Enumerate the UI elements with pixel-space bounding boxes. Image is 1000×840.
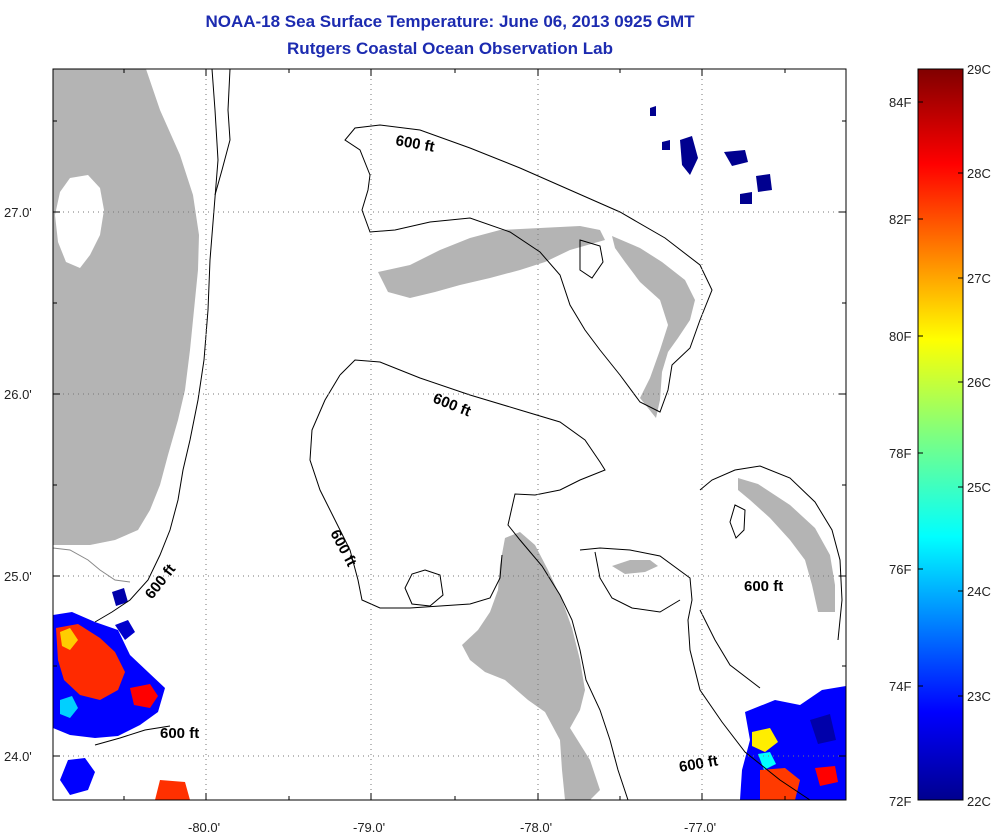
colorbar-f-72: 72F	[889, 794, 911, 809]
lon-label-79: -79.0'	[353, 820, 385, 835]
colorbar-c-26: 26C	[967, 375, 991, 390]
lon-label-78: -78.0'	[520, 820, 552, 835]
colorbar: 29C 28C 27C 26C 25C 24C 23C 22C 84F 82F …	[889, 62, 991, 809]
eleuthera-island	[738, 478, 835, 612]
colorbar-c-23: 23C	[967, 689, 991, 704]
colorbar-f-78: 78F	[889, 446, 911, 461]
sst-data-southeast	[740, 686, 846, 800]
map-title: NOAA-18 Sea Surface Temperature: June 06…	[205, 12, 695, 31]
map-gridlines	[53, 69, 846, 800]
colorbar-c-25: 25C	[967, 480, 991, 495]
colorbar-c-28: 28C	[967, 166, 991, 181]
sst-data-northeast	[650, 106, 772, 204]
map-ticks	[53, 69, 846, 800]
colorbar-c-22: 22C	[967, 794, 991, 809]
sst-data-southwest	[53, 588, 190, 800]
isobath-contours	[94, 69, 843, 800]
grand-bahama-island	[378, 226, 605, 298]
map-subtitle: Rutgers Coastal Ocean Observation Lab	[287, 39, 613, 58]
colorbar-f-74: 74F	[889, 679, 911, 694]
lat-label-27: 27.0'	[4, 205, 32, 220]
colorbar-c-27: 27C	[967, 271, 991, 286]
colorbar-f-82: 82F	[889, 212, 911, 227]
map-panel: 600 ft 600 ft 600 ft 600 ft 600 ft 600 f…	[4, 68, 847, 835]
colorbar-gradient	[917, 68, 964, 801]
lat-label-25: 25.0'	[4, 569, 32, 584]
andros-island	[462, 532, 600, 800]
colorbar-c-24: 24C	[967, 584, 991, 599]
florida-keys	[53, 547, 131, 583]
contour-label-600ft-eleuthera: 600 ft	[744, 578, 783, 595]
abaco-island	[612, 236, 695, 418]
contour-label-600ft-grand-bahama: 600 ft	[394, 132, 436, 156]
lon-label-80: -80.0'	[188, 820, 220, 835]
contour-label-600ft-exuma-sound: 600 ft	[678, 752, 720, 776]
map-frame	[52, 68, 847, 801]
lat-label-24: 24.0'	[4, 749, 32, 764]
colorbar-f-76: 76F	[889, 562, 911, 577]
colorbar-ticks	[918, 101, 963, 697]
lat-label-26: 26.0'	[4, 387, 32, 402]
colorbar-c-29: 29C	[967, 62, 991, 77]
colorbar-f-80: 80F	[889, 329, 911, 344]
colorbar-f-84: 84F	[889, 95, 911, 110]
lake-okeechobee	[55, 175, 104, 268]
contour-label-600ft-keys: 600 ft	[160, 725, 199, 742]
lon-label-77: -77.0'	[684, 820, 716, 835]
new-providence-island	[612, 560, 658, 574]
